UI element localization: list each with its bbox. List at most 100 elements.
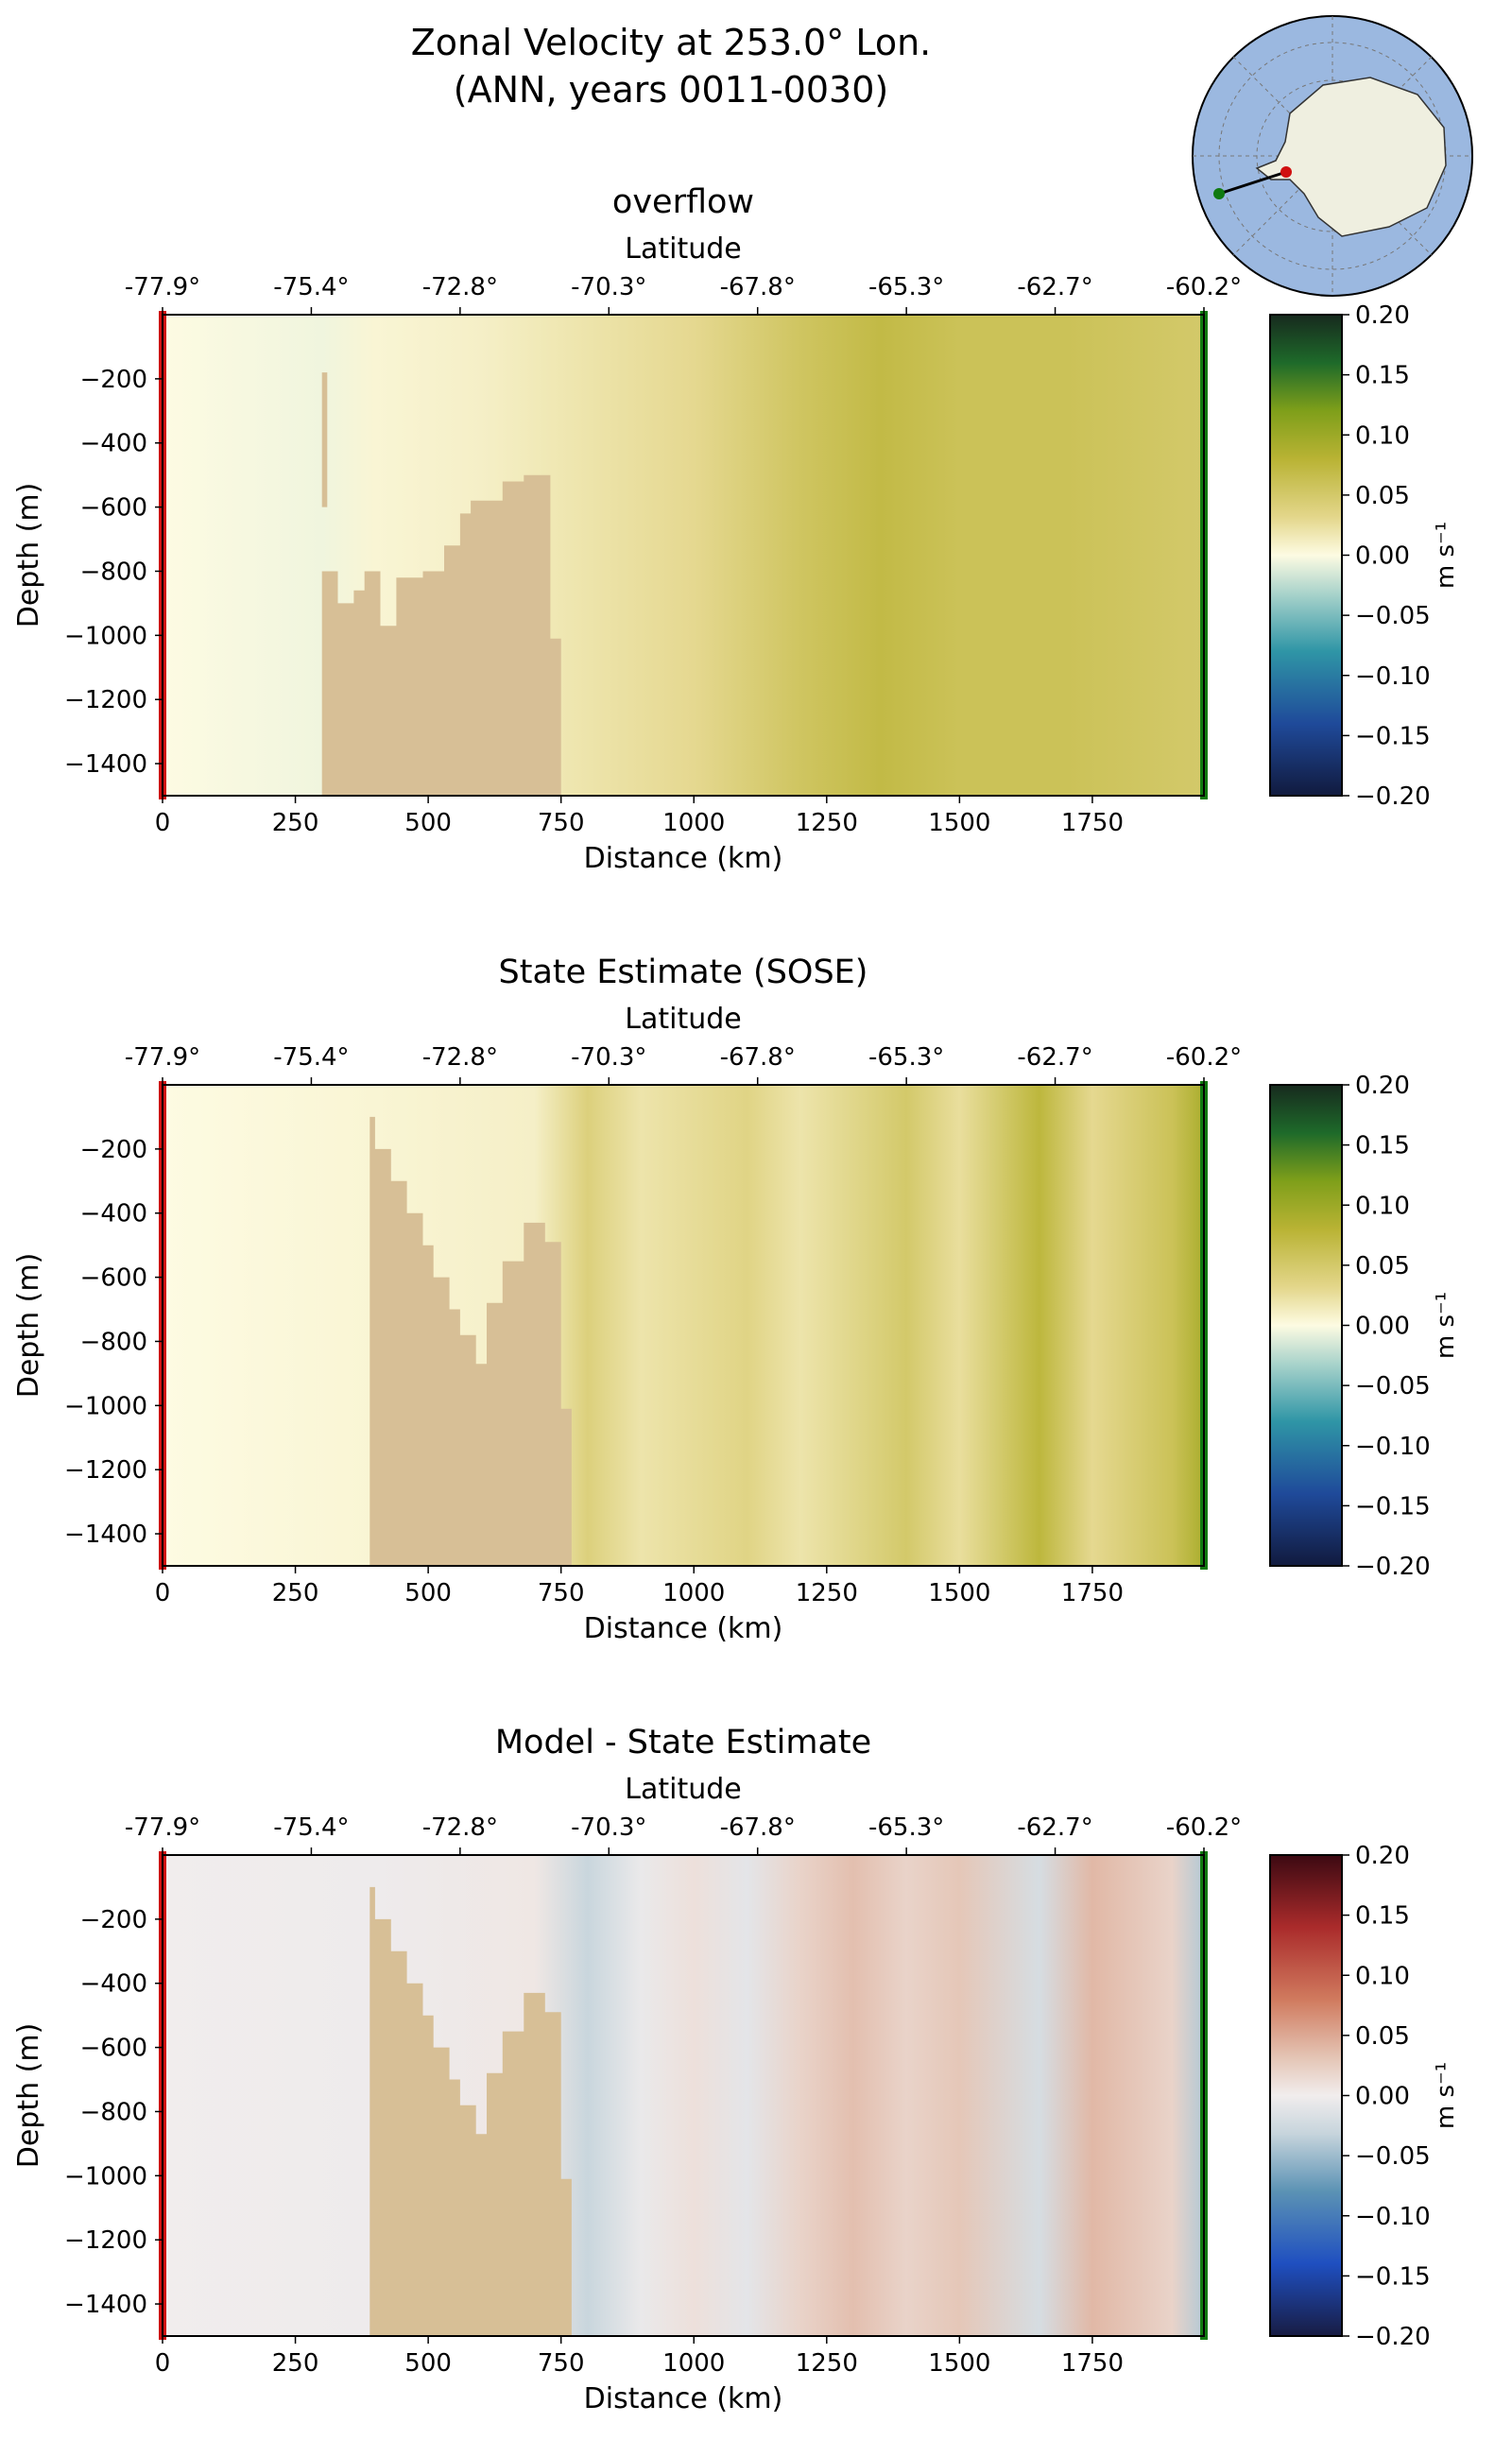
latitude-tick-label: -65.3°	[868, 273, 944, 301]
latitude-tick-label: -60.2°	[1166, 1043, 1242, 1072]
latitude-tick-label: -62.7°	[1017, 1043, 1092, 1072]
x-tick-label: 750	[538, 2349, 585, 2378]
colorbar: 0.20 0.15 0.10 0.05 0.00 −0.05 −0.10 −0.15 −0.20…	[1269, 301, 1460, 811]
x-tick-label: 250	[272, 809, 319, 837]
velocity-field	[163, 1085, 1204, 1566]
panel-title: overflow	[612, 183, 754, 221]
colorbar: 0.20 0.15 0.10 0.05 0.00 −0.05 −0.10 −0.15 −0.20…	[1269, 1072, 1460, 1581]
x-tick-label: 0	[155, 2349, 171, 2378]
colorbar-tick-label: 0.00	[1355, 542, 1410, 571]
map-north-end-marker	[1213, 188, 1225, 199]
x-tick-label: 1750	[1061, 2349, 1124, 2378]
colorbar-tick-label: 0.10	[1355, 1192, 1410, 1220]
colorbar-tick-label: 0.00	[1355, 1313, 1410, 1341]
y-tick-label: −1400	[64, 750, 147, 779]
figure-title-line1: Zonal Velocity at 253.0° Lon.	[411, 22, 931, 63]
latitude-tick-label: -75.4°	[273, 1043, 349, 1072]
y-tick-label: −400	[80, 1200, 147, 1228]
colorbar-tick-label: −0.10	[1355, 2203, 1431, 2231]
y-tick-label: −600	[80, 1264, 147, 1293]
bathymetry-land	[163, 1116, 572, 1566]
colorbar-tick-label: 0.15	[1355, 1132, 1410, 1160]
y-tick-label: −800	[80, 1328, 147, 1356]
colorbar-scale	[1269, 314, 1343, 797]
latitude-tick-label: -67.8°	[720, 1043, 796, 1072]
latitude-tick-label: -72.8°	[422, 1813, 498, 1842]
inset-locator-map	[1192, 15, 1473, 297]
latitude-tick-label: -60.2°	[1166, 273, 1242, 301]
latitude-axis-label: Latitude	[625, 232, 741, 266]
bathymetry-land	[163, 372, 561, 796]
y-tick-label: −200	[80, 1136, 147, 1164]
colorbar-tick-label: −0.20	[1355, 1553, 1431, 1581]
velocity-field	[163, 315, 1204, 796]
plot-frame	[162, 314, 1205, 797]
x-axis-label: Distance (km)	[584, 1612, 783, 1645]
y-tick-label: −800	[80, 2098, 147, 2126]
x-tick-label: 250	[272, 1579, 319, 1607]
y-tick-label: −1200	[64, 2226, 147, 2255]
latitude-axis-label: Latitude	[625, 1773, 741, 1806]
panel-3: Model - State Estimate 0 250 500 750 1000 1250…	[12, 1724, 1460, 2415]
panel-1: overflow 0 250 500 750 1000 1250 1500 1750 Distan…	[12, 183, 1460, 875]
colorbar-tick-label: −0.05	[1355, 2142, 1431, 2171]
latitude-tick-label: -70.3°	[571, 1813, 646, 1842]
bathymetry-land	[163, 1886, 572, 2336]
x-tick-label: 750	[538, 1579, 585, 1607]
x-tick-label: 1500	[928, 1579, 990, 1607]
y-tick-label: −600	[80, 494, 147, 523]
y-tick-label: −1200	[64, 1456, 147, 1485]
colorbar-tick-label: 0.05	[1355, 2022, 1410, 2051]
colorbar-tick-label: −0.10	[1355, 662, 1431, 691]
colorbar-tick-label: 0.00	[1355, 2083, 1410, 2111]
y-tick-label: −1000	[64, 622, 147, 650]
panel-title: State Estimate (SOSE)	[499, 954, 868, 991]
colorbar-scale	[1269, 1084, 1343, 1567]
latitude-tick-label: -77.9°	[125, 1813, 200, 1842]
x-tick-label: 1500	[928, 809, 990, 837]
velocity-field	[163, 1855, 1204, 2336]
colorbar-tick-label: 0.20	[1355, 1842, 1410, 1870]
latitude-tick-label: -77.9°	[125, 1043, 200, 1072]
colorbar-tick-label: −0.10	[1355, 1433, 1431, 1461]
colorbar-label: m s⁻¹	[1432, 1292, 1460, 1359]
y-tick-label: −600	[80, 2035, 147, 2063]
y-tick-label: −1400	[64, 2291, 147, 2319]
colorbar-tick-label: 0.20	[1355, 1072, 1410, 1100]
colorbar-tick-label: 0.15	[1355, 1902, 1410, 1931]
latitude-tick-label: -62.7°	[1017, 1813, 1092, 1842]
latitude-tick-label: -65.3°	[868, 1813, 944, 1842]
y-tick-label: −400	[80, 430, 147, 458]
colorbar-tick-label: −0.05	[1355, 1372, 1431, 1400]
x-tick-label: 250	[272, 2349, 319, 2378]
y-tick-label: −1400	[64, 1521, 147, 1549]
colorbar-tick-label: 0.20	[1355, 301, 1410, 330]
y-tick-label: −1000	[64, 1392, 147, 1420]
x-tick-label: 1500	[928, 2349, 990, 2378]
y-tick-label: −800	[80, 558, 147, 586]
latitude-axis-label: Latitude	[625, 1003, 741, 1036]
colorbar-tick-label: 0.05	[1355, 1252, 1410, 1280]
x-tick-label: 1000	[662, 809, 725, 837]
latitude-tick-label: -72.8°	[422, 273, 498, 301]
x-tick-label: 0	[155, 809, 171, 837]
y-tick-label: −1200	[64, 686, 147, 714]
x-tick-label: 0	[155, 1579, 171, 1607]
latitude-tick-label: -75.4°	[273, 273, 349, 301]
colorbar-tick-label: 0.05	[1355, 482, 1410, 510]
latitude-tick-label: -75.4°	[273, 1813, 349, 1842]
x-tick-label: 500	[404, 809, 452, 837]
x-tick-label: 500	[404, 1579, 452, 1607]
colorbar-tick-label: −0.20	[1355, 2323, 1431, 2351]
x-tick-label: 500	[404, 2349, 452, 2378]
map-transect-line	[1218, 170, 1287, 196]
panel-2: State Estimate (SOSE) 0 250 500 750 1000 1250 1…	[12, 954, 1460, 1645]
x-tick-label: 1750	[1061, 1579, 1124, 1607]
colorbar: 0.20 0.15 0.10 0.05 0.00 −0.05 −0.10 −0.15 −0.20…	[1269, 1842, 1460, 2351]
colorbar-tick-label: −0.05	[1355, 602, 1431, 630]
x-tick-label: 1000	[662, 1579, 725, 1607]
y-tick-label: −1000	[64, 2162, 147, 2191]
latitude-tick-label: -72.8°	[422, 1043, 498, 1072]
x-tick-label: 1250	[796, 809, 858, 837]
colorbar-label: m s⁻¹	[1432, 2062, 1460, 2129]
